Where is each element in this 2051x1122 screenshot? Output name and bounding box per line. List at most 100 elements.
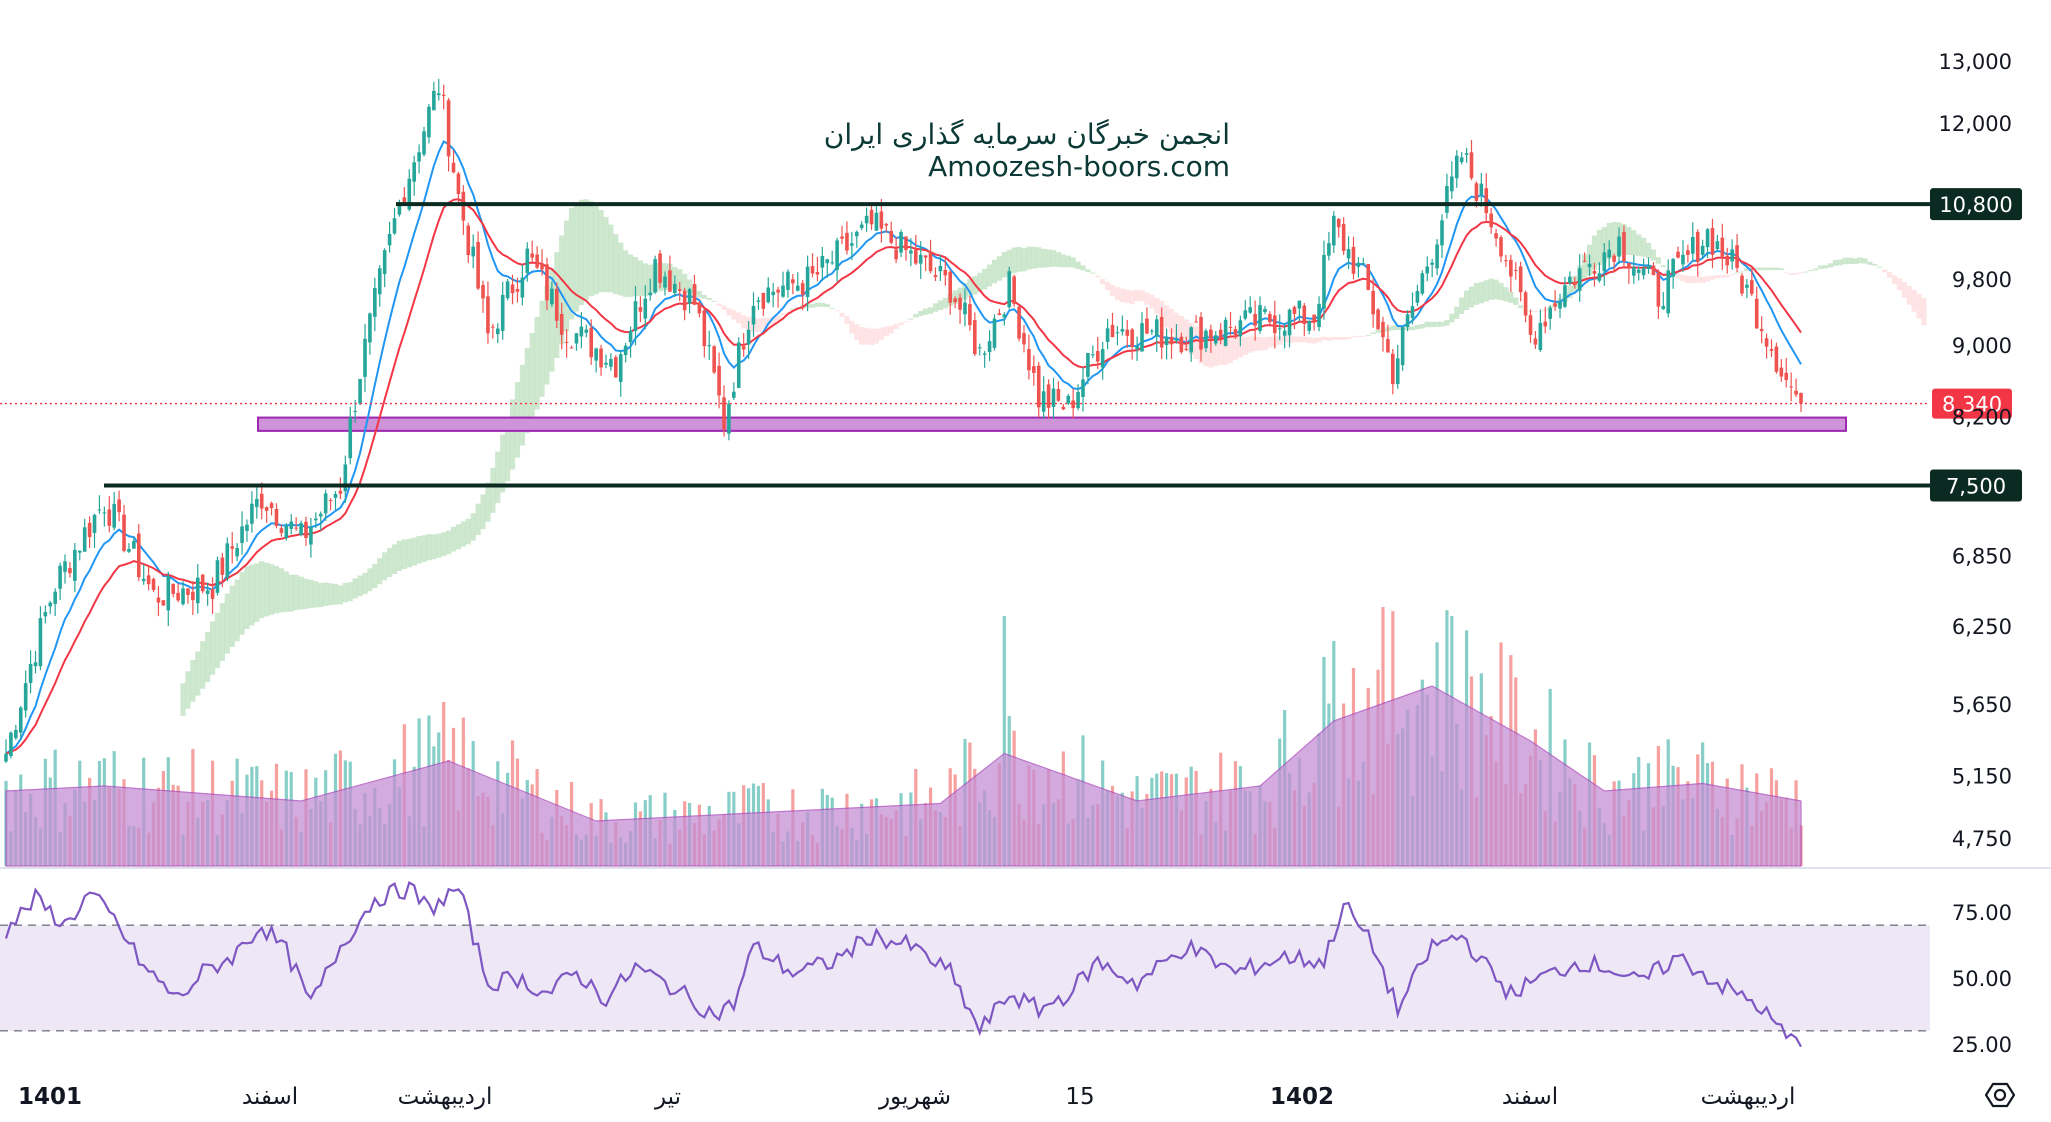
cloud-segment: [986, 264, 993, 287]
candle: [1395, 344, 1400, 389]
cloud-segment: [332, 583, 339, 605]
candle: [289, 514, 294, 535]
candle: [633, 286, 638, 346]
candle: [741, 332, 746, 357]
candle: [820, 247, 825, 281]
cloud-segment: [1016, 246, 1022, 272]
cloud-segment: [583, 199, 589, 300]
candle: [1213, 331, 1218, 346]
cloud-segment: [401, 539, 407, 570]
cloud-segment: [1237, 337, 1243, 358]
candle: [1700, 239, 1705, 258]
cloud-segment: [1773, 267, 1780, 270]
cloud-segment: [1341, 336, 1347, 340]
price-tick-label: 8,200: [1952, 406, 2012, 430]
candle: [918, 241, 923, 279]
candle: [1381, 316, 1385, 352]
candle: [599, 344, 603, 376]
cloud-segment: [313, 581, 319, 608]
cloud-segment: [460, 521, 466, 547]
candle: [1086, 352, 1090, 385]
candle: [1779, 359, 1784, 382]
candle: [117, 490, 121, 522]
candle: [500, 281, 505, 340]
chart-settings-icon[interactable]: [1985, 1080, 2015, 1110]
candle: [427, 103, 431, 144]
candle: [33, 650, 38, 674]
cloud-segment: [1626, 226, 1632, 255]
candle: [618, 349, 623, 397]
cloud-segment: [568, 207, 575, 320]
candle: [687, 287, 692, 314]
candle: [1710, 218, 1715, 269]
cloud-segment: [1739, 271, 1745, 273]
cloud-segment: [500, 434, 506, 493]
cloud-segment: [1262, 337, 1268, 351]
candle: [894, 236, 898, 264]
cloud-segment: [1232, 337, 1239, 360]
candle: [1233, 325, 1238, 339]
candle: [166, 571, 171, 626]
cloud-segment: [1321, 336, 1327, 341]
candle: [1066, 393, 1071, 406]
candle: [259, 482, 264, 520]
candle: [446, 98, 451, 172]
cloud-segment: [1193, 326, 1199, 360]
candle: [486, 281, 490, 344]
candle: [1587, 254, 1592, 277]
candle: [368, 312, 372, 355]
price-axis[interactable]: 13,000 12,000 9,800 9,000 6,850 6,250 5,650 5,1…: [0, 50, 2051, 869]
candle: [977, 343, 982, 356]
level-label: 10,800: [1939, 193, 2012, 217]
candle: [102, 506, 107, 527]
volume-ma-area: [5, 685, 1802, 867]
candle: [776, 286, 780, 308]
cloud-segment: [942, 297, 948, 309]
candle: [1430, 258, 1434, 278]
candle: [1248, 296, 1253, 314]
cloud-segment: [1503, 287, 1509, 302]
cloud-segment: [824, 303, 830, 308]
candle: [712, 345, 716, 374]
candle: [1302, 302, 1307, 337]
candle: [1631, 254, 1636, 284]
cloud-segment: [446, 530, 452, 555]
cloud-segment: [268, 564, 275, 615]
cloud-segment: [888, 325, 894, 334]
cloud-segment: [642, 263, 648, 296]
cloud-segment: [1645, 242, 1652, 259]
candle: [205, 582, 210, 606]
cloud-segment: [1218, 335, 1224, 365]
cloud-segment: [819, 302, 825, 307]
cloud-segment: [1326, 337, 1332, 342]
candle: [481, 280, 485, 313]
cloud-segment: [318, 582, 324, 608]
candle: [476, 231, 480, 291]
cloud-segment: [1104, 281, 1111, 291]
candle: [1577, 254, 1582, 302]
cloud-segment: [559, 235, 565, 345]
candle: [1032, 355, 1036, 386]
candle: [1209, 324, 1213, 353]
candle: [1548, 305, 1552, 330]
rsi-tick-label: 25.00: [1952, 1033, 2012, 1057]
candle: [943, 258, 948, 286]
cloud-segment: [1090, 272, 1096, 274]
candle: [589, 319, 594, 365]
ema-slow-line: [5, 198, 1802, 755]
price-tick-label: 6,250: [1952, 615, 2012, 639]
cloud-segment: [1921, 297, 1927, 326]
candle: [584, 324, 589, 338]
cloud-segment: [1532, 311, 1539, 313]
cloud-segment: [416, 535, 422, 564]
candle: [884, 222, 889, 233]
cloud-segment: [898, 322, 904, 326]
candle: [279, 524, 284, 537]
cloud-segment: [1631, 230, 1637, 256]
candle: [1386, 324, 1390, 353]
candle: [1799, 392, 1803, 412]
time-axis[interactable]: 1401 اسفند اردیبهشت تیر شهریور 15 1402 اسفند ارد…: [18, 1084, 1795, 1110]
candle: [1356, 256, 1361, 278]
cloud-segment: [1788, 273, 1794, 275]
